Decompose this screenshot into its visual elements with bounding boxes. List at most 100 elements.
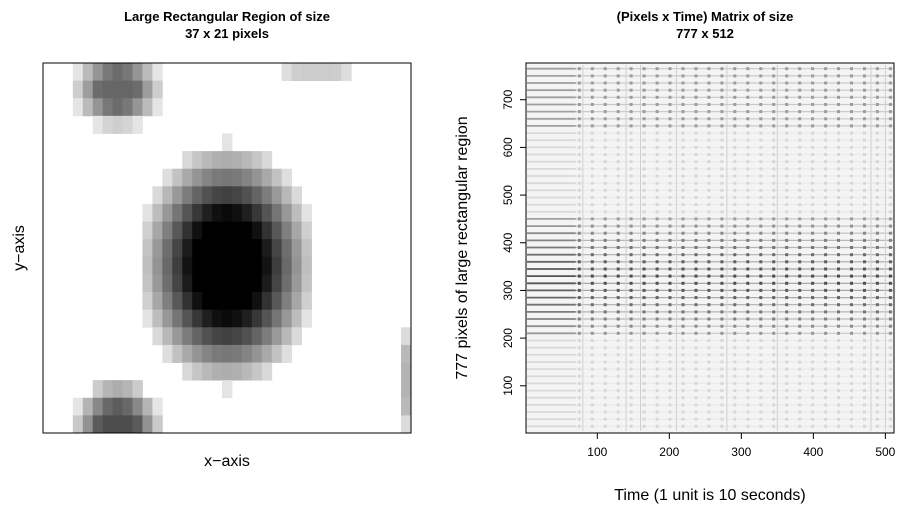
- matrix-dot: [603, 138, 607, 142]
- matrix-dot: [603, 238, 607, 242]
- matrix-dot: [681, 331, 685, 335]
- matrix-dot: [733, 95, 737, 99]
- matrix-dot: [655, 374, 659, 378]
- matrix-dot: [746, 396, 750, 400]
- matrix-dot: [746, 138, 750, 142]
- heatmap-cell: [122, 415, 133, 434]
- matrix-dot: [681, 374, 685, 378]
- heatmap-cell: [251, 221, 263, 240]
- heatmap-cell: [231, 344, 243, 363]
- matrix-dot: [746, 246, 750, 249]
- matrix-dot: [888, 238, 892, 242]
- matrix-dot: [772, 174, 776, 178]
- matrix-dot: [837, 381, 840, 385]
- matrix-dot: [655, 167, 659, 171]
- matrix-dot: [720, 231, 724, 235]
- matrix-dot: [798, 246, 802, 249]
- matrix-dot: [863, 131, 866, 135]
- matrix-dot: [694, 253, 698, 257]
- matrix-dot: [772, 346, 776, 350]
- matrix-dot: [863, 303, 866, 307]
- heatmap-cell: [82, 397, 94, 416]
- matrix-dot: [629, 381, 633, 385]
- heatmap-cell: [241, 221, 253, 240]
- matrix-dot: [837, 339, 840, 342]
- matrix-dot: [759, 389, 763, 393]
- matrix-dot: [888, 160, 892, 164]
- matrix-dot: [629, 367, 633, 371]
- matrix-dot: [811, 403, 815, 407]
- heatmap-cell: [142, 274, 153, 293]
- matrix-dot: [746, 253, 750, 257]
- heatmap-cell: [222, 133, 233, 152]
- matrix-dot: [590, 238, 594, 242]
- matrix-dot: [655, 296, 659, 300]
- matrix-dot: [642, 103, 646, 106]
- matrix-dot: [603, 367, 607, 371]
- matrix-dot: [824, 288, 828, 292]
- matrix-dot: [746, 110, 750, 114]
- heatmap-cell: [212, 221, 223, 240]
- matrix-dot: [772, 274, 776, 278]
- heatmap-cell: [192, 292, 203, 311]
- heatmap-cell: [231, 186, 243, 205]
- matrix-dot: [642, 117, 646, 121]
- matrix-dot: [811, 274, 815, 278]
- heatmap-cell: [132, 380, 143, 399]
- matrix-dot: [694, 167, 698, 171]
- matrix-dot: [785, 117, 789, 121]
- matrix-dot: [824, 95, 828, 99]
- matrix-dot: [824, 210, 828, 214]
- heatmap-cell: [251, 362, 263, 381]
- matrix-dot: [616, 288, 620, 292]
- matrix-dot: [629, 103, 633, 106]
- matrix-dot: [811, 217, 815, 221]
- heatmap-cell: [142, 415, 153, 434]
- matrix-dot: [655, 253, 659, 257]
- matrix-dot: [577, 246, 581, 249]
- heatmap-cell: [192, 203, 203, 222]
- matrix-dot: [850, 274, 853, 278]
- matrix-dot: [863, 167, 866, 171]
- right-x-ticks: 100 200 300 400 500: [587, 433, 896, 459]
- matrix-dot: [863, 396, 866, 400]
- matrix-dot: [824, 167, 828, 171]
- matrix-dot: [668, 260, 672, 264]
- matrix-dot: [590, 381, 594, 385]
- matrix-dot: [798, 95, 802, 99]
- matrix-dot: [875, 331, 879, 335]
- matrix-dot: [837, 260, 840, 264]
- matrix-dot: [863, 288, 866, 292]
- matrix-dot: [733, 174, 737, 178]
- matrix-dot: [850, 403, 853, 407]
- matrix-dot: [733, 267, 737, 271]
- matrix-dot: [694, 188, 698, 192]
- matrix-dot: [603, 81, 607, 85]
- matrix-dot: [837, 389, 840, 393]
- matrix-dot: [733, 381, 737, 385]
- heatmap-cell: [241, 239, 253, 258]
- heatmap-cell: [102, 98, 114, 117]
- matrix-dot: [668, 131, 672, 135]
- heatmap-cell: [172, 186, 183, 205]
- matrix-dot: [875, 367, 879, 371]
- matrix-dot: [863, 238, 866, 242]
- matrix-dot: [681, 396, 685, 400]
- matrix-dot: [863, 181, 866, 185]
- heatmap-cell: [281, 309, 293, 328]
- matrix-dot: [603, 303, 607, 307]
- matrix-dot: [694, 303, 698, 307]
- heatmap-cell: [142, 256, 153, 275]
- matrix-dot: [655, 417, 659, 421]
- matrix-dot: [681, 67, 685, 71]
- matrix-dot: [811, 303, 815, 307]
- matrix-dot: [746, 389, 750, 393]
- matrix-dot: [811, 238, 815, 242]
- matrix-dot: [837, 210, 840, 214]
- matrix-dot: [798, 74, 802, 78]
- matrix-dot: [759, 231, 763, 235]
- matrix-dot: [863, 381, 866, 385]
- matrix-dot: [707, 217, 711, 221]
- matrix-dot: [850, 181, 853, 185]
- matrix-dot: [837, 296, 840, 300]
